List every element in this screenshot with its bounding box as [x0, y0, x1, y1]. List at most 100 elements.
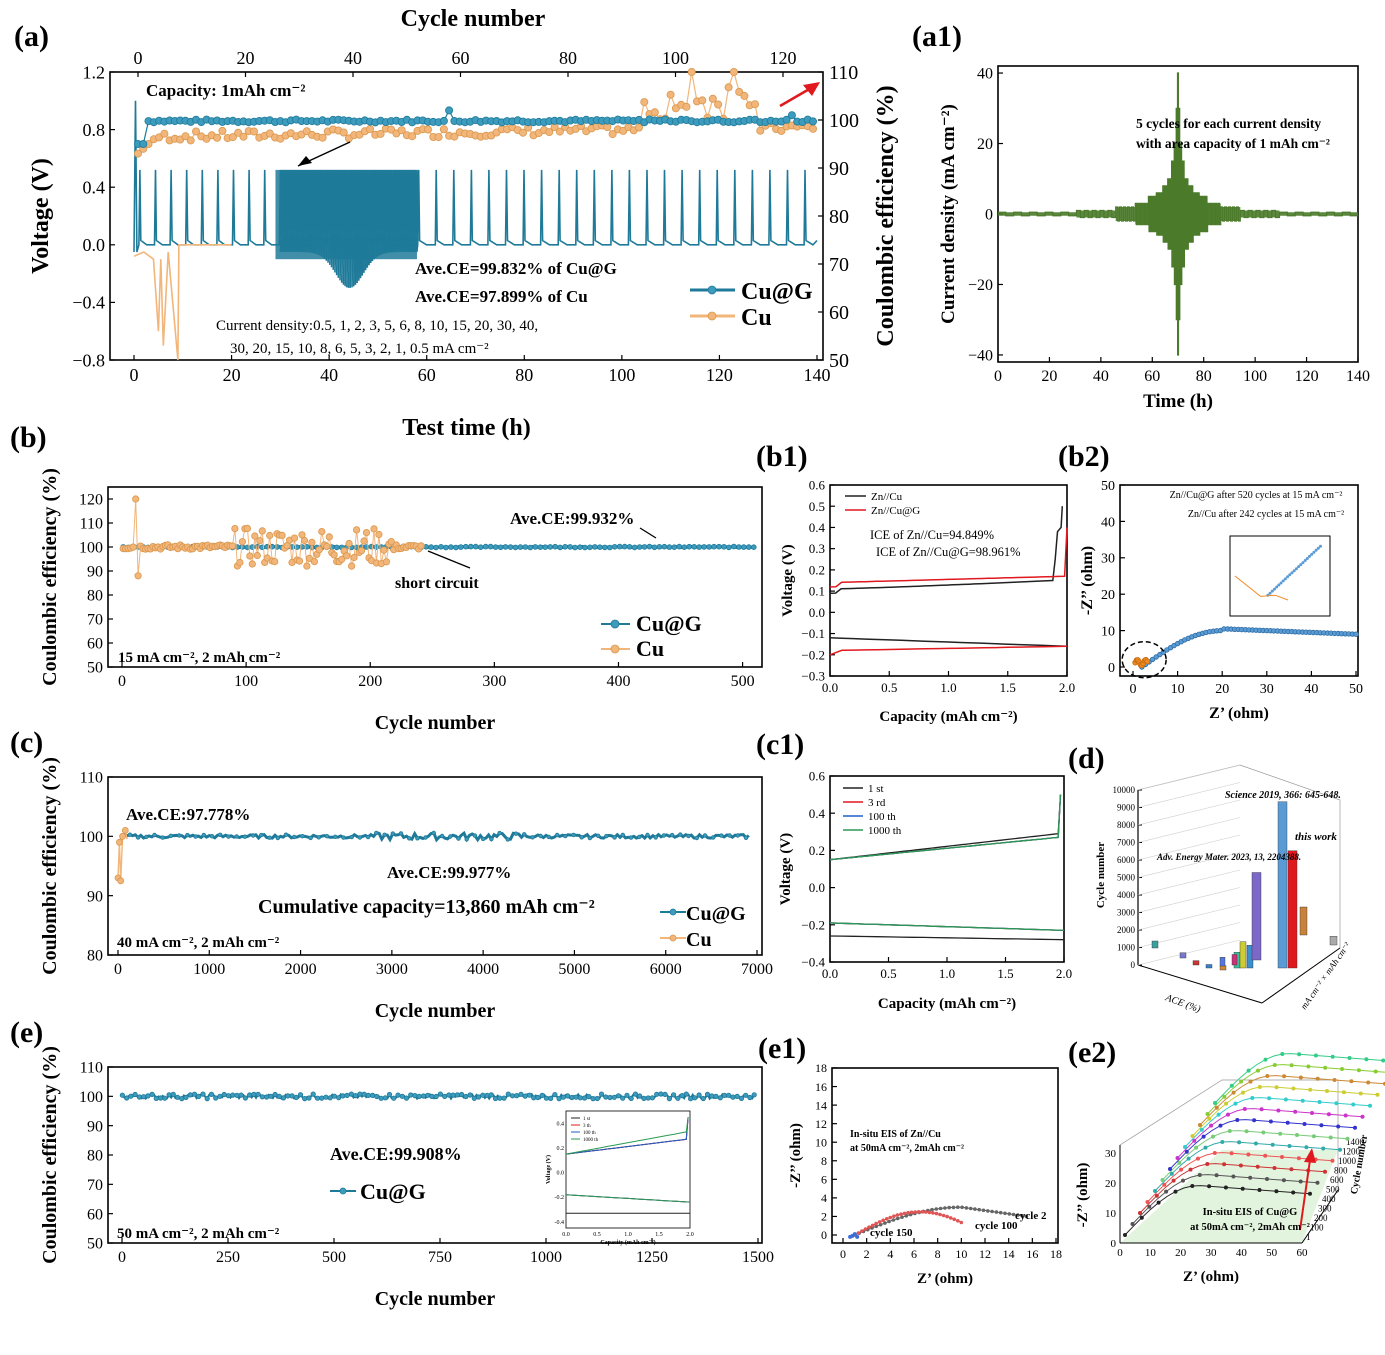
- cug-ce-point: [179, 1096, 185, 1102]
- cug-ce-point: [437, 1091, 443, 1097]
- legend-label: 100 th: [583, 1131, 596, 1136]
- cu-ce-point: [308, 538, 316, 547]
- cug-ce-point: [661, 833, 667, 838]
- cu-ce-point: [387, 537, 395, 546]
- cu-ce-point: [121, 827, 129, 834]
- z-tick-label: 1200: [1342, 1147, 1361, 1157]
- x-axis-label: Test time (h): [402, 415, 530, 441]
- y-tick-label: 30: [1101, 552, 1115, 567]
- eis-point: [934, 1211, 939, 1216]
- cug-ce-point: [445, 106, 454, 115]
- eis-3d-line: [1124, 1185, 1311, 1236]
- eis-3d-line: [1214, 1053, 1385, 1104]
- cug-ce-point: [669, 832, 675, 838]
- inset-point: [1279, 581, 1283, 585]
- eis-3d-point: [1224, 1101, 1229, 1106]
- cug-ce-point: [365, 1092, 371, 1099]
- panel-label: (e1): [758, 1032, 806, 1065]
- eis-3d-point: [1256, 1068, 1260, 1073]
- inset-point: [1319, 544, 1322, 548]
- cug-ce-point: [666, 1096, 673, 1102]
- current-density-note: Current density:0.5, 1, 2, 3, 5, 6, 8, 1…: [216, 318, 538, 334]
- cug-ce-point: [242, 1095, 248, 1101]
- cug-ce-point: [649, 1095, 656, 1101]
- cug-ce-point: [475, 1094, 482, 1100]
- cug-ce-point: [408, 1092, 414, 1098]
- cug-ce-point: [531, 1095, 537, 1101]
- cu-ce-point: [439, 125, 448, 134]
- y-tick-label: −40: [968, 348, 993, 365]
- x-tick-label: 10: [955, 1247, 967, 1261]
- cug-ce-point: [654, 1091, 660, 1097]
- cu-ce-point: [545, 128, 554, 137]
- cug-ce-point: [324, 834, 330, 839]
- cug-ce-point: [221, 1091, 227, 1098]
- cug-ce-point: [747, 1094, 753, 1101]
- x-tick-label: 1000: [193, 961, 225, 978]
- cug-ce-point: [141, 1094, 147, 1100]
- x-tick-label: 2.0: [1059, 680, 1075, 695]
- cug-ce-point: [488, 1092, 494, 1098]
- eis-3d-point: [1171, 1178, 1176, 1183]
- cu-ce-point: [119, 832, 126, 840]
- bar: [1219, 965, 1227, 971]
- cu-ce-point: [687, 68, 696, 77]
- cug-ce-point: [554, 832, 560, 838]
- legend-marker: [669, 934, 677, 942]
- x-tick-label: 0: [118, 673, 126, 690]
- inset-point: [1286, 575, 1290, 579]
- eis-3d-point: [1179, 1167, 1184, 1172]
- eis-3d-point: [1265, 1074, 1270, 1078]
- cu-ce-point: [338, 555, 346, 563]
- eis-3d-point: [1145, 1200, 1150, 1204]
- x-tick-label: 10: [1145, 1247, 1157, 1259]
- cu-ce-point: [360, 537, 368, 545]
- legend-label: Cu: [636, 636, 664, 661]
- x-tick-label: 2: [864, 1247, 870, 1261]
- cug-ce-point: [522, 544, 529, 550]
- eis-point: [888, 1215, 893, 1220]
- cug-ce-point: [407, 836, 412, 841]
- cu-ce-point: [186, 136, 195, 145]
- cug-ce-point: [433, 544, 439, 551]
- z-tick-label: 5000: [1117, 873, 1136, 883]
- cug-ce-point: [721, 1092, 728, 1099]
- cug-ce-point: [319, 1095, 325, 1101]
- inset-point: [1299, 563, 1303, 567]
- c1-charge-line: [829, 794, 1062, 861]
- cug-ce-point: [686, 543, 692, 550]
- cug-ce-point: [596, 833, 601, 838]
- cug-ce-point: [611, 543, 618, 550]
- y-tick-label: 0.0: [809, 605, 825, 620]
- cug-ce-point: [152, 832, 157, 838]
- eis-3d-point: [1240, 1186, 1245, 1191]
- eis-3d-point: [1291, 1086, 1296, 1091]
- cu-ce-point: [345, 539, 353, 548]
- y-tick-label: 100: [79, 829, 103, 846]
- x-tick-label: 0: [130, 365, 139, 385]
- eis-3d-point: [1186, 1156, 1191, 1161]
- eis-point: [885, 1217, 889, 1221]
- cug-ce-point: [539, 1092, 545, 1099]
- z-tick-label: 500: [1326, 1185, 1340, 1195]
- eis-3d-point: [1323, 1065, 1328, 1070]
- legend-label: Cu@G: [360, 1179, 426, 1204]
- inset-point: [1303, 559, 1307, 562]
- cu-ce-point: [714, 100, 723, 109]
- cu-ce-point: [278, 531, 286, 540]
- cug-ce-point: [645, 1095, 651, 1101]
- eis-point: [906, 1210, 910, 1215]
- cug-ce-point: [704, 1091, 711, 1098]
- cug-ce-point: [275, 835, 280, 841]
- cug-ce-point: [631, 544, 638, 551]
- cug-ce-point: [365, 834, 371, 840]
- x-tick-label: 1000: [530, 1249, 562, 1266]
- eis-3d-point: [1123, 1233, 1127, 1237]
- x-tick-label: 120: [1295, 368, 1319, 385]
- cu-ce-point: [365, 125, 374, 134]
- cug-ce-line: [120, 830, 750, 843]
- eis-point: [981, 1208, 986, 1213]
- cug-ce-point: [357, 835, 363, 840]
- cug-ce-point: [509, 1093, 516, 1099]
- y-axis-label: Current density (mA cm⁻²): [938, 104, 959, 324]
